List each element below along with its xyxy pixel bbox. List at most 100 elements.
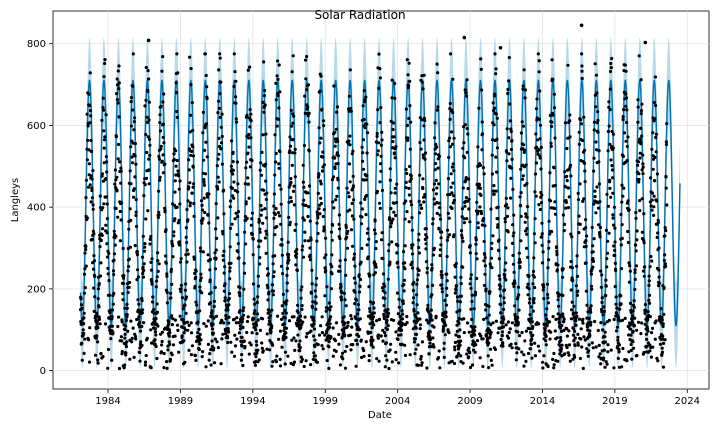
data-point — [143, 242, 147, 246]
data-point — [167, 328, 172, 332]
data-point — [542, 285, 546, 289]
data-point — [234, 79, 238, 83]
data-point — [136, 268, 140, 272]
data-point — [434, 192, 438, 196]
data-point — [450, 142, 455, 146]
data-point — [194, 275, 198, 279]
data-point — [310, 268, 314, 272]
data-point — [553, 136, 557, 140]
data-point — [349, 314, 353, 318]
data-point — [217, 152, 221, 156]
data-point — [445, 272, 449, 276]
data-point — [188, 55, 192, 59]
data-point — [106, 366, 110, 370]
data-point — [224, 317, 228, 321]
data-point — [562, 328, 566, 332]
data-point — [613, 240, 617, 244]
data-point — [175, 52, 179, 56]
data-point — [393, 186, 397, 190]
data-point — [401, 299, 405, 303]
data-point — [219, 362, 223, 366]
data-point — [127, 257, 131, 261]
data-point — [167, 320, 171, 324]
data-point — [114, 178, 118, 182]
data-point — [442, 347, 446, 351]
data-point — [351, 174, 355, 178]
data-point — [314, 295, 318, 299]
data-point — [206, 342, 210, 346]
data-point — [246, 182, 251, 186]
data-point — [157, 154, 161, 159]
data-point — [530, 356, 534, 360]
data-point — [111, 269, 116, 273]
data-point — [426, 284, 430, 289]
data-point — [595, 121, 600, 125]
data-point — [583, 338, 587, 342]
data-point — [186, 199, 190, 203]
data-point — [484, 287, 488, 291]
data-point — [480, 148, 484, 152]
data-point — [627, 280, 632, 284]
data-point — [289, 196, 293, 200]
data-point — [584, 226, 588, 230]
data-point — [617, 350, 621, 354]
data-point — [158, 178, 162, 182]
uncertainty-band — [80, 37, 680, 369]
data-point — [600, 300, 604, 304]
data-point — [229, 199, 233, 203]
data-point — [444, 323, 448, 327]
data-point — [639, 109, 644, 113]
data-point — [309, 238, 313, 242]
data-point — [227, 321, 231, 325]
data-point — [604, 228, 609, 232]
data-point — [588, 329, 592, 333]
data-point — [357, 308, 361, 312]
data-point — [483, 252, 487, 256]
data-point — [195, 311, 200, 315]
data-point — [525, 226, 529, 231]
data-point — [335, 151, 339, 155]
data-point — [315, 360, 319, 364]
data-point — [617, 347, 621, 351]
data-point — [436, 356, 441, 360]
data-point — [456, 299, 460, 303]
data-point — [377, 359, 381, 363]
data-point — [517, 347, 521, 351]
data-point — [423, 118, 427, 123]
data-point — [164, 261, 168, 265]
data-point — [461, 265, 465, 269]
data-point — [106, 347, 111, 352]
data-point — [492, 192, 496, 196]
data-point — [494, 112, 498, 116]
data-point — [293, 151, 297, 155]
data-point — [388, 348, 392, 352]
data-point — [443, 298, 447, 303]
data-point — [249, 343, 253, 347]
data-point — [257, 245, 261, 249]
data-point — [400, 309, 404, 313]
data-point — [331, 175, 336, 179]
data-point — [84, 178, 89, 182]
data-point — [446, 211, 450, 215]
data-point — [95, 334, 99, 338]
data-point — [575, 314, 579, 318]
data-point — [523, 339, 527, 343]
data-point — [594, 345, 598, 349]
data-point — [610, 168, 615, 172]
data-point — [212, 304, 216, 308]
data-point — [454, 261, 458, 266]
data-point — [621, 194, 625, 198]
data-point — [434, 314, 438, 318]
data-point — [448, 145, 452, 149]
data-point — [191, 185, 195, 189]
data-point — [532, 296, 536, 301]
data-point — [161, 55, 165, 59]
data-point — [84, 244, 88, 249]
data-point — [157, 262, 161, 266]
data-point — [274, 360, 279, 364]
data-point — [525, 232, 529, 236]
data-point — [265, 347, 269, 351]
data-point — [642, 212, 646, 216]
data-point — [317, 207, 321, 211]
data-point — [500, 330, 504, 334]
